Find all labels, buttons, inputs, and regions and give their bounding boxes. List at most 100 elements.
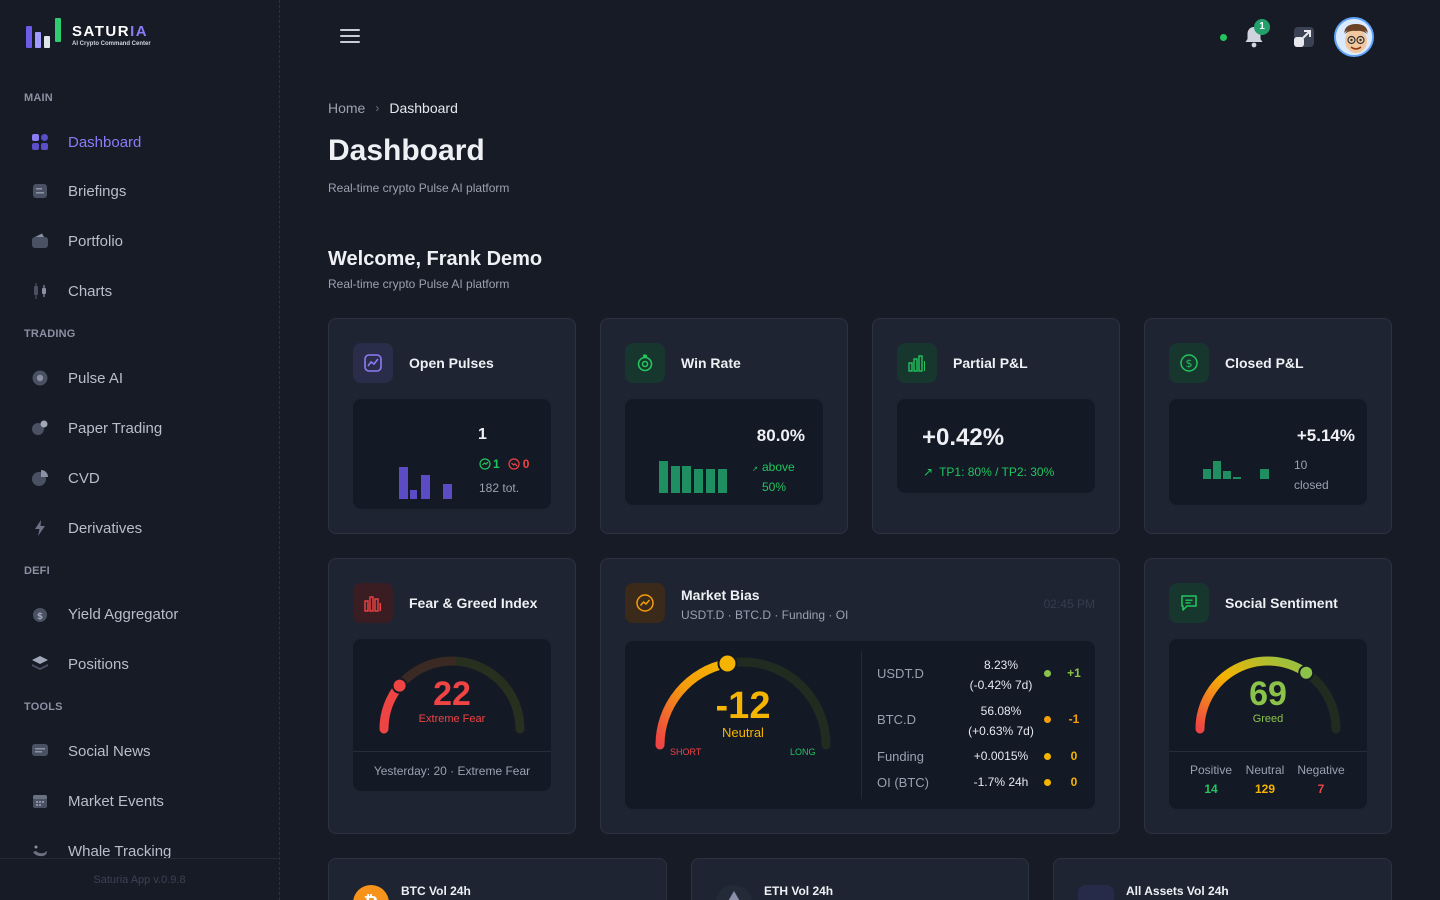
market-bias-needle bbox=[717, 653, 738, 674]
sidebar-item-yield-aggregator[interactable]: $ Yield Aggregator bbox=[24, 596, 264, 632]
sidebar-item-positions[interactable]: Positions bbox=[24, 646, 264, 682]
bolt-icon bbox=[24, 519, 56, 537]
win-rate-panel: 80.0% ↗ above 50% bbox=[625, 399, 823, 505]
section-main: MAIN bbox=[24, 92, 53, 104]
status-dot bbox=[1044, 779, 1051, 786]
social-sentiment-card: Social Sentiment 69 Greed Positive 14 Ne… bbox=[1144, 558, 1392, 834]
check-circle-icon bbox=[479, 458, 491, 470]
closed-pnl-bars bbox=[1203, 461, 1269, 479]
status-dot bbox=[1044, 670, 1051, 677]
win-rate-value: 80.0% bbox=[756, 426, 805, 445]
sentiment-neutral: Neutral 129 bbox=[1245, 763, 1285, 796]
section-defi: DEFI bbox=[24, 565, 50, 577]
sidebar-item-market-events[interactable]: Market Events bbox=[24, 783, 264, 819]
dollar-icon: $ bbox=[1169, 343, 1209, 383]
win-rate-bars bbox=[659, 461, 727, 493]
fear-greed-yesterday: Yesterday: 20 · Extreme Fear bbox=[373, 764, 531, 778]
card-title: Social Sentiment bbox=[1225, 595, 1338, 611]
sentiment-negative: Negative 7 bbox=[1297, 763, 1345, 796]
sentiment-positive: Positive 14 bbox=[1189, 763, 1233, 796]
svg-text:$: $ bbox=[37, 612, 43, 622]
partial-pnl-panel: +0.42% ↗ TP1: 80% / TP2: 30% bbox=[897, 399, 1095, 493]
pulse-chart-icon bbox=[353, 343, 393, 383]
market-bias-time: 02:45 PM bbox=[1043, 597, 1095, 611]
market-bias-card: Market Bias USDT.D · BTC.D · Funding · O… bbox=[600, 558, 1120, 834]
card-title: Open Pulses bbox=[409, 355, 494, 371]
gauge-bars-icon bbox=[353, 583, 393, 623]
cross-circle-icon bbox=[508, 458, 520, 470]
breadcrumb-home-link[interactable]: Home bbox=[328, 100, 366, 116]
sidebar-item-label: Yield Aggregator bbox=[68, 605, 179, 623]
logo-candles-icon bbox=[24, 18, 66, 52]
card-title: Market Bias bbox=[681, 587, 760, 603]
message-icon bbox=[1169, 583, 1209, 623]
briefing-icon bbox=[24, 182, 56, 200]
fullscreen-icon[interactable] bbox=[1293, 26, 1315, 48]
whale-icon bbox=[24, 842, 56, 860]
wallet-icon bbox=[24, 232, 56, 250]
sidebar-item-paper-trading[interactable]: Paper Trading bbox=[24, 410, 264, 446]
market-bias-fill bbox=[655, 658, 732, 750]
eth-volume-card: ETH Vol 24h bbox=[691, 858, 1029, 900]
chevron-right-icon: › bbox=[375, 101, 380, 115]
social-sentiment-gauge bbox=[1195, 656, 1341, 734]
bitcoin-icon: ₿ bbox=[353, 885, 389, 900]
market-bias-label: Neutral bbox=[722, 725, 764, 740]
paper-trading-icon bbox=[24, 419, 56, 437]
status-dot bbox=[1044, 716, 1051, 723]
sidebar-item-social-news[interactable]: Social News bbox=[24, 733, 264, 769]
assets-icon bbox=[1078, 885, 1114, 900]
sidebar-item-charts[interactable]: Charts bbox=[24, 273, 264, 309]
open-pulses-panel: 1 1 0 182 tot. bbox=[353, 399, 551, 509]
social-sentiment-panel: 69 Greed Positive 14 Neutral 129 Negativ… bbox=[1169, 639, 1367, 809]
closed-pnl-value: +5.14% bbox=[1296, 426, 1355, 445]
svg-text:$: $ bbox=[1186, 357, 1193, 370]
menu-toggle-button[interactable] bbox=[340, 29, 360, 45]
connection-status-dot bbox=[1220, 34, 1227, 41]
partial-pnl-card: Partial P&L +0.42% ↗ TP1: 80% / TP2: 30% bbox=[872, 318, 1120, 534]
app-version: Saturia App v.0.9.8 bbox=[0, 858, 279, 900]
sidebar-item-derivatives[interactable]: Derivatives bbox=[24, 510, 264, 546]
partial-pnl-value: +0.42% bbox=[922, 424, 1005, 451]
page-title: Dashboard bbox=[328, 134, 485, 167]
win-rate-note: above 50% bbox=[762, 460, 795, 494]
sidebar: SATURIA AI Crypto Command Center MAIN Da… bbox=[0, 0, 280, 900]
welcome-subtitle: Real-time crypto Pulse AI platform bbox=[328, 277, 510, 291]
card-title: Partial P&L bbox=[953, 355, 1028, 371]
card-title: Fear & Greed Index bbox=[409, 595, 538, 611]
losses-count: 0 bbox=[522, 457, 530, 471]
sidebar-item-label: Market Events bbox=[68, 792, 164, 810]
open-pulses-value: 1 bbox=[478, 426, 487, 443]
bar-chart-icon bbox=[897, 343, 937, 383]
section-tools: TOOLS bbox=[24, 701, 63, 713]
all-assets-volume-card: All Assets Vol 24h bbox=[1053, 858, 1392, 900]
card-title: BTC Vol 24h bbox=[401, 884, 471, 898]
target-icon bbox=[625, 343, 665, 383]
sidebar-item-label: Charts bbox=[68, 282, 113, 300]
fear-greed-value: 22 bbox=[433, 675, 471, 713]
sidebar-item-label: Derivatives bbox=[68, 519, 143, 537]
sidebar-item-briefings[interactable]: Briefings bbox=[24, 173, 264, 209]
sidebar-item-whale-tracking[interactable]: Whale Tracking bbox=[24, 833, 264, 869]
social-sentiment-needle bbox=[1298, 664, 1315, 681]
user-avatar[interactable] bbox=[1334, 17, 1374, 57]
factor-row-usdt-d: USDT.D 8.23% (-0.42% 7d) +1 bbox=[877, 658, 1081, 692]
sidebar-item-cvd[interactable]: CVD bbox=[24, 460, 264, 496]
coin-icon: $ bbox=[24, 605, 56, 623]
trend-chart-icon bbox=[625, 583, 665, 623]
chat-icon bbox=[24, 742, 56, 760]
trend-up-icon: ↗ bbox=[923, 465, 934, 479]
welcome-heading: Welcome, Frank Demo bbox=[328, 248, 543, 270]
sidebar-item-pulse-ai[interactable]: Pulse AI bbox=[24, 360, 264, 396]
open-pulses-bars bbox=[399, 467, 452, 499]
sidebar-item-label: Portfolio bbox=[68, 232, 124, 250]
sidebar-item-label: CVD bbox=[68, 469, 100, 487]
status-dot bbox=[1044, 753, 1051, 760]
sidebar-item-dashboard[interactable]: Dashboard bbox=[24, 124, 264, 160]
sidebar-item-portfolio[interactable]: Portfolio bbox=[24, 223, 264, 259]
app-logo[interactable]: SATURIA AI Crypto Command Center bbox=[24, 18, 151, 52]
win-rate-card: Win Rate 80.0% ↗ above 50% bbox=[600, 318, 848, 534]
sidebar-item-label: Social News bbox=[68, 742, 151, 760]
calendar-icon bbox=[24, 792, 56, 810]
take-profit-detail: ↗ TP1: 80% / TP2: 30% bbox=[923, 465, 1055, 479]
